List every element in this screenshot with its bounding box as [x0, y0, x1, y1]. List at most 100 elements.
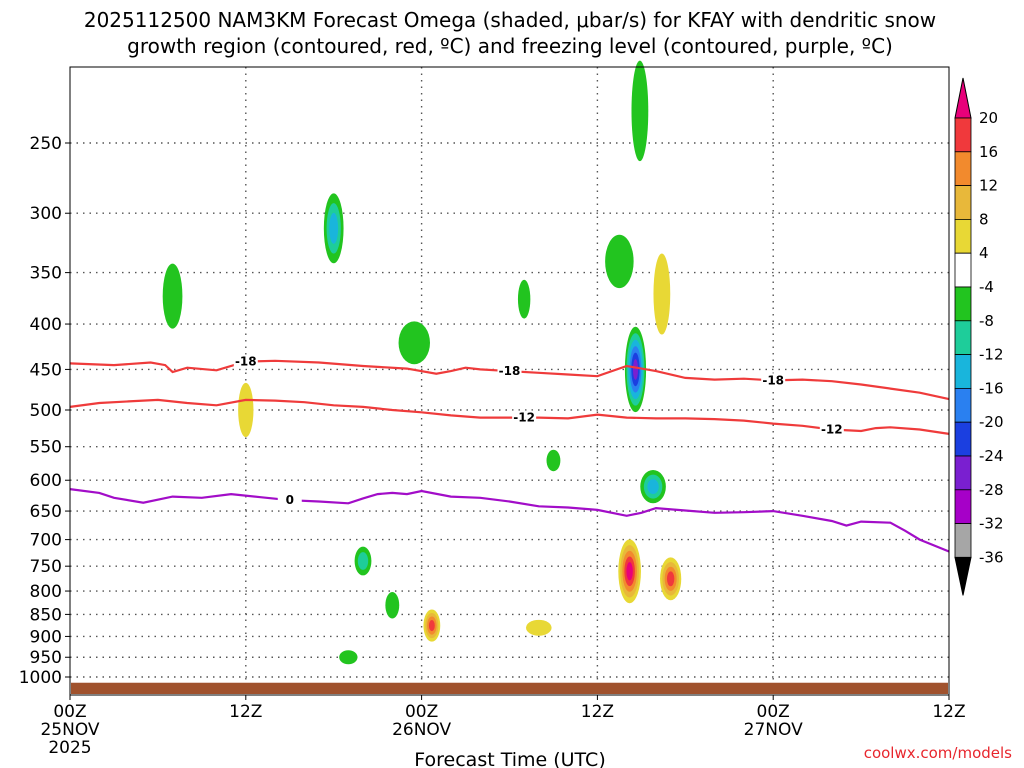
colorbar-segment	[954, 354, 972, 389]
omega-band	[653, 253, 671, 335]
contour-label-bg	[233, 354, 258, 369]
gridlines	[70, 67, 949, 695]
omega-band	[632, 359, 639, 380]
colorbar-label: -28	[979, 481, 1004, 499]
y-tick-label: 850	[30, 605, 62, 625]
chart-title-line1: 2025112500 NAM3KM Forecast Omega (shaded…	[84, 8, 936, 32]
cell-hour19-sfc	[339, 650, 358, 665]
colorbar: 20 16 12 8 4 -4 -8 -12 -16 -20 -24 -28 -32 -36	[954, 77, 1004, 596]
y-tick-label: 700	[30, 531, 62, 551]
freezing-level-0-label: 0	[286, 493, 294, 507]
cell-hour22-low	[385, 591, 400, 619]
y-axis: 2503003504004505005506006507007508008509…	[19, 134, 70, 688]
dgz-minus18-label: -18	[499, 364, 521, 378]
cell-hour24-down	[423, 609, 441, 642]
colorbar-segment	[954, 489, 972, 524]
colorbar-segment	[954, 286, 972, 322]
colorbar-label: 20	[979, 109, 998, 127]
omega-band	[546, 449, 561, 472]
y-tick-label: 950	[30, 648, 62, 668]
cell-hour40-down	[660, 557, 682, 601]
x-tick-date: 25NOV	[40, 720, 99, 740]
plot-frame	[69, 66, 950, 696]
contour-label-bg	[819, 422, 844, 437]
colorbar-segment	[954, 455, 972, 491]
credit-text: coolwx.com/models	[864, 744, 1012, 762]
omega-band	[238, 382, 254, 438]
cell-hour23-mid	[398, 321, 430, 365]
y-tick-label: 250	[30, 134, 62, 154]
dgz-minus12-label: -12	[513, 411, 535, 425]
colorbar-bottom-arrow	[954, 556, 972, 596]
x-tick-label: 12Z	[932, 702, 965, 722]
cell-hour38-upper	[605, 234, 634, 289]
omega-band	[357, 552, 369, 570]
temperature-contours: -18 -18 -18 -12 -12 0	[69, 354, 950, 553]
colorbar-label: -8	[979, 312, 994, 330]
x-tick-label: 00Z	[757, 702, 790, 722]
y-tick-label: 600	[30, 471, 62, 491]
colorbar-label: -16	[979, 379, 1004, 397]
omega-band	[385, 591, 400, 619]
y-tick-label: 750	[30, 557, 62, 577]
y-tick-label: 400	[30, 315, 62, 335]
y-tick-label: 800	[30, 582, 62, 602]
omega-band	[647, 479, 659, 494]
colorbar-segment	[954, 320, 972, 355]
x-tick-label: 12Z	[581, 702, 614, 722]
cell-hour39-high	[631, 60, 649, 162]
chart-title-line2: growth region (contoured, red, ºC) and f…	[127, 34, 893, 58]
omega-band	[631, 60, 649, 162]
cell-hour7-upper	[162, 263, 183, 329]
colorbar-segment	[954, 185, 972, 220]
colorbar-segment	[954, 117, 972, 153]
cell-hour39-lower	[640, 469, 666, 504]
cell-hour32-low	[526, 619, 552, 636]
omega-band	[517, 279, 531, 319]
x-tick-year: 2025	[48, 738, 91, 758]
y-tick-label: 650	[30, 502, 62, 522]
colorbar-segment	[954, 252, 972, 288]
colorbar-label: -32	[979, 515, 1004, 533]
contour-label-bg	[497, 364, 522, 379]
omega-band	[398, 321, 430, 365]
colorbar-segment	[954, 151, 972, 187]
colorbar-segment	[954, 218, 972, 254]
colorbar-segment	[954, 523, 972, 558]
colorbar-label: -24	[979, 447, 1004, 465]
x-axis-label: Forecast Time (UTC)	[414, 749, 605, 768]
cell-hour12-down	[238, 382, 254, 438]
contour-label-bg	[512, 410, 537, 425]
omega-band	[605, 234, 634, 289]
dgz-minus12-label: -12	[821, 423, 843, 437]
x-tick-date: 26NOV	[392, 720, 451, 740]
colorbar-top-arrow	[954, 77, 972, 119]
omega-band	[162, 263, 183, 329]
colorbar-label: 16	[979, 143, 998, 161]
y-tick-label: 550	[30, 438, 62, 458]
omega-shading	[162, 60, 682, 665]
cell-hour20-low	[354, 546, 372, 576]
y-tick-label: 450	[30, 360, 62, 380]
contour-label-bg	[761, 373, 786, 388]
colorbar-label: 8	[979, 210, 989, 228]
omega-band	[666, 571, 675, 587]
x-tick-label: 12Z	[229, 702, 262, 722]
cell-hour33-mid	[546, 449, 561, 472]
colorbar-label: 12	[979, 177, 998, 195]
y-tick-label: 500	[30, 401, 62, 421]
terrain	[71, 682, 948, 694]
omega-band	[329, 212, 339, 244]
omega-band	[339, 650, 358, 665]
cell-hour18-upper	[323, 193, 344, 264]
omega-band	[626, 562, 633, 581]
dgz-minus18-line	[69, 359, 950, 401]
x-tick-label: 00Z	[405, 702, 438, 722]
colorbar-label: 4	[979, 244, 989, 262]
dgz-minus18-label: -18	[762, 373, 784, 387]
plot-area: -18 -18 -18 -12 -12 0	[69, 60, 950, 696]
colorbar-label: -20	[979, 413, 1004, 431]
cell-hour31-mid	[517, 279, 531, 319]
